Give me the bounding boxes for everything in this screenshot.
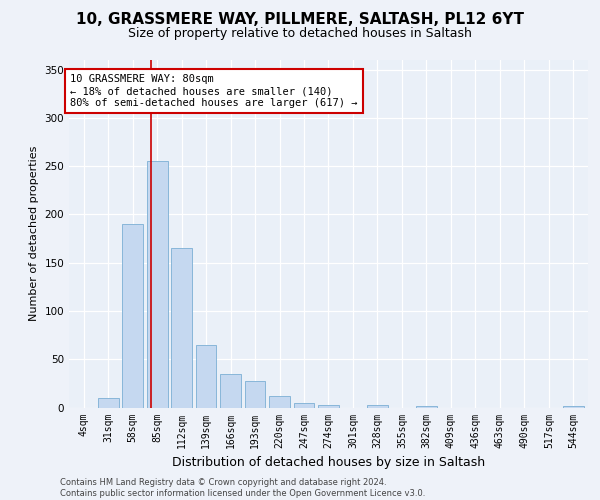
Bar	[196, 345, 217, 408]
X-axis label: Distribution of detached houses by size in Saltash: Distribution of detached houses by size …	[172, 456, 485, 469]
Bar	[98, 398, 119, 407]
Text: Contains HM Land Registry data © Crown copyright and database right 2024.
Contai: Contains HM Land Registry data © Crown c…	[60, 478, 425, 498]
Text: 10, GRASSMERE WAY, PILLMERE, SALTASH, PL12 6YT: 10, GRASSMERE WAY, PILLMERE, SALTASH, PL…	[76, 12, 524, 28]
Text: Size of property relative to detached houses in Saltash: Size of property relative to detached ho…	[128, 28, 472, 40]
Bar	[147, 162, 167, 408]
Bar	[293, 402, 314, 407]
Bar	[245, 382, 265, 407]
Bar	[563, 406, 584, 407]
Text: 10 GRASSMERE WAY: 80sqm
← 18% of detached houses are smaller (140)
80% of semi-d: 10 GRASSMERE WAY: 80sqm ← 18% of detache…	[70, 74, 358, 108]
Bar	[367, 404, 388, 407]
Bar	[269, 396, 290, 407]
Bar	[171, 248, 192, 408]
Bar	[318, 404, 339, 407]
Bar	[122, 224, 143, 408]
Bar	[220, 374, 241, 408]
Y-axis label: Number of detached properties: Number of detached properties	[29, 146, 39, 322]
Bar	[416, 406, 437, 407]
